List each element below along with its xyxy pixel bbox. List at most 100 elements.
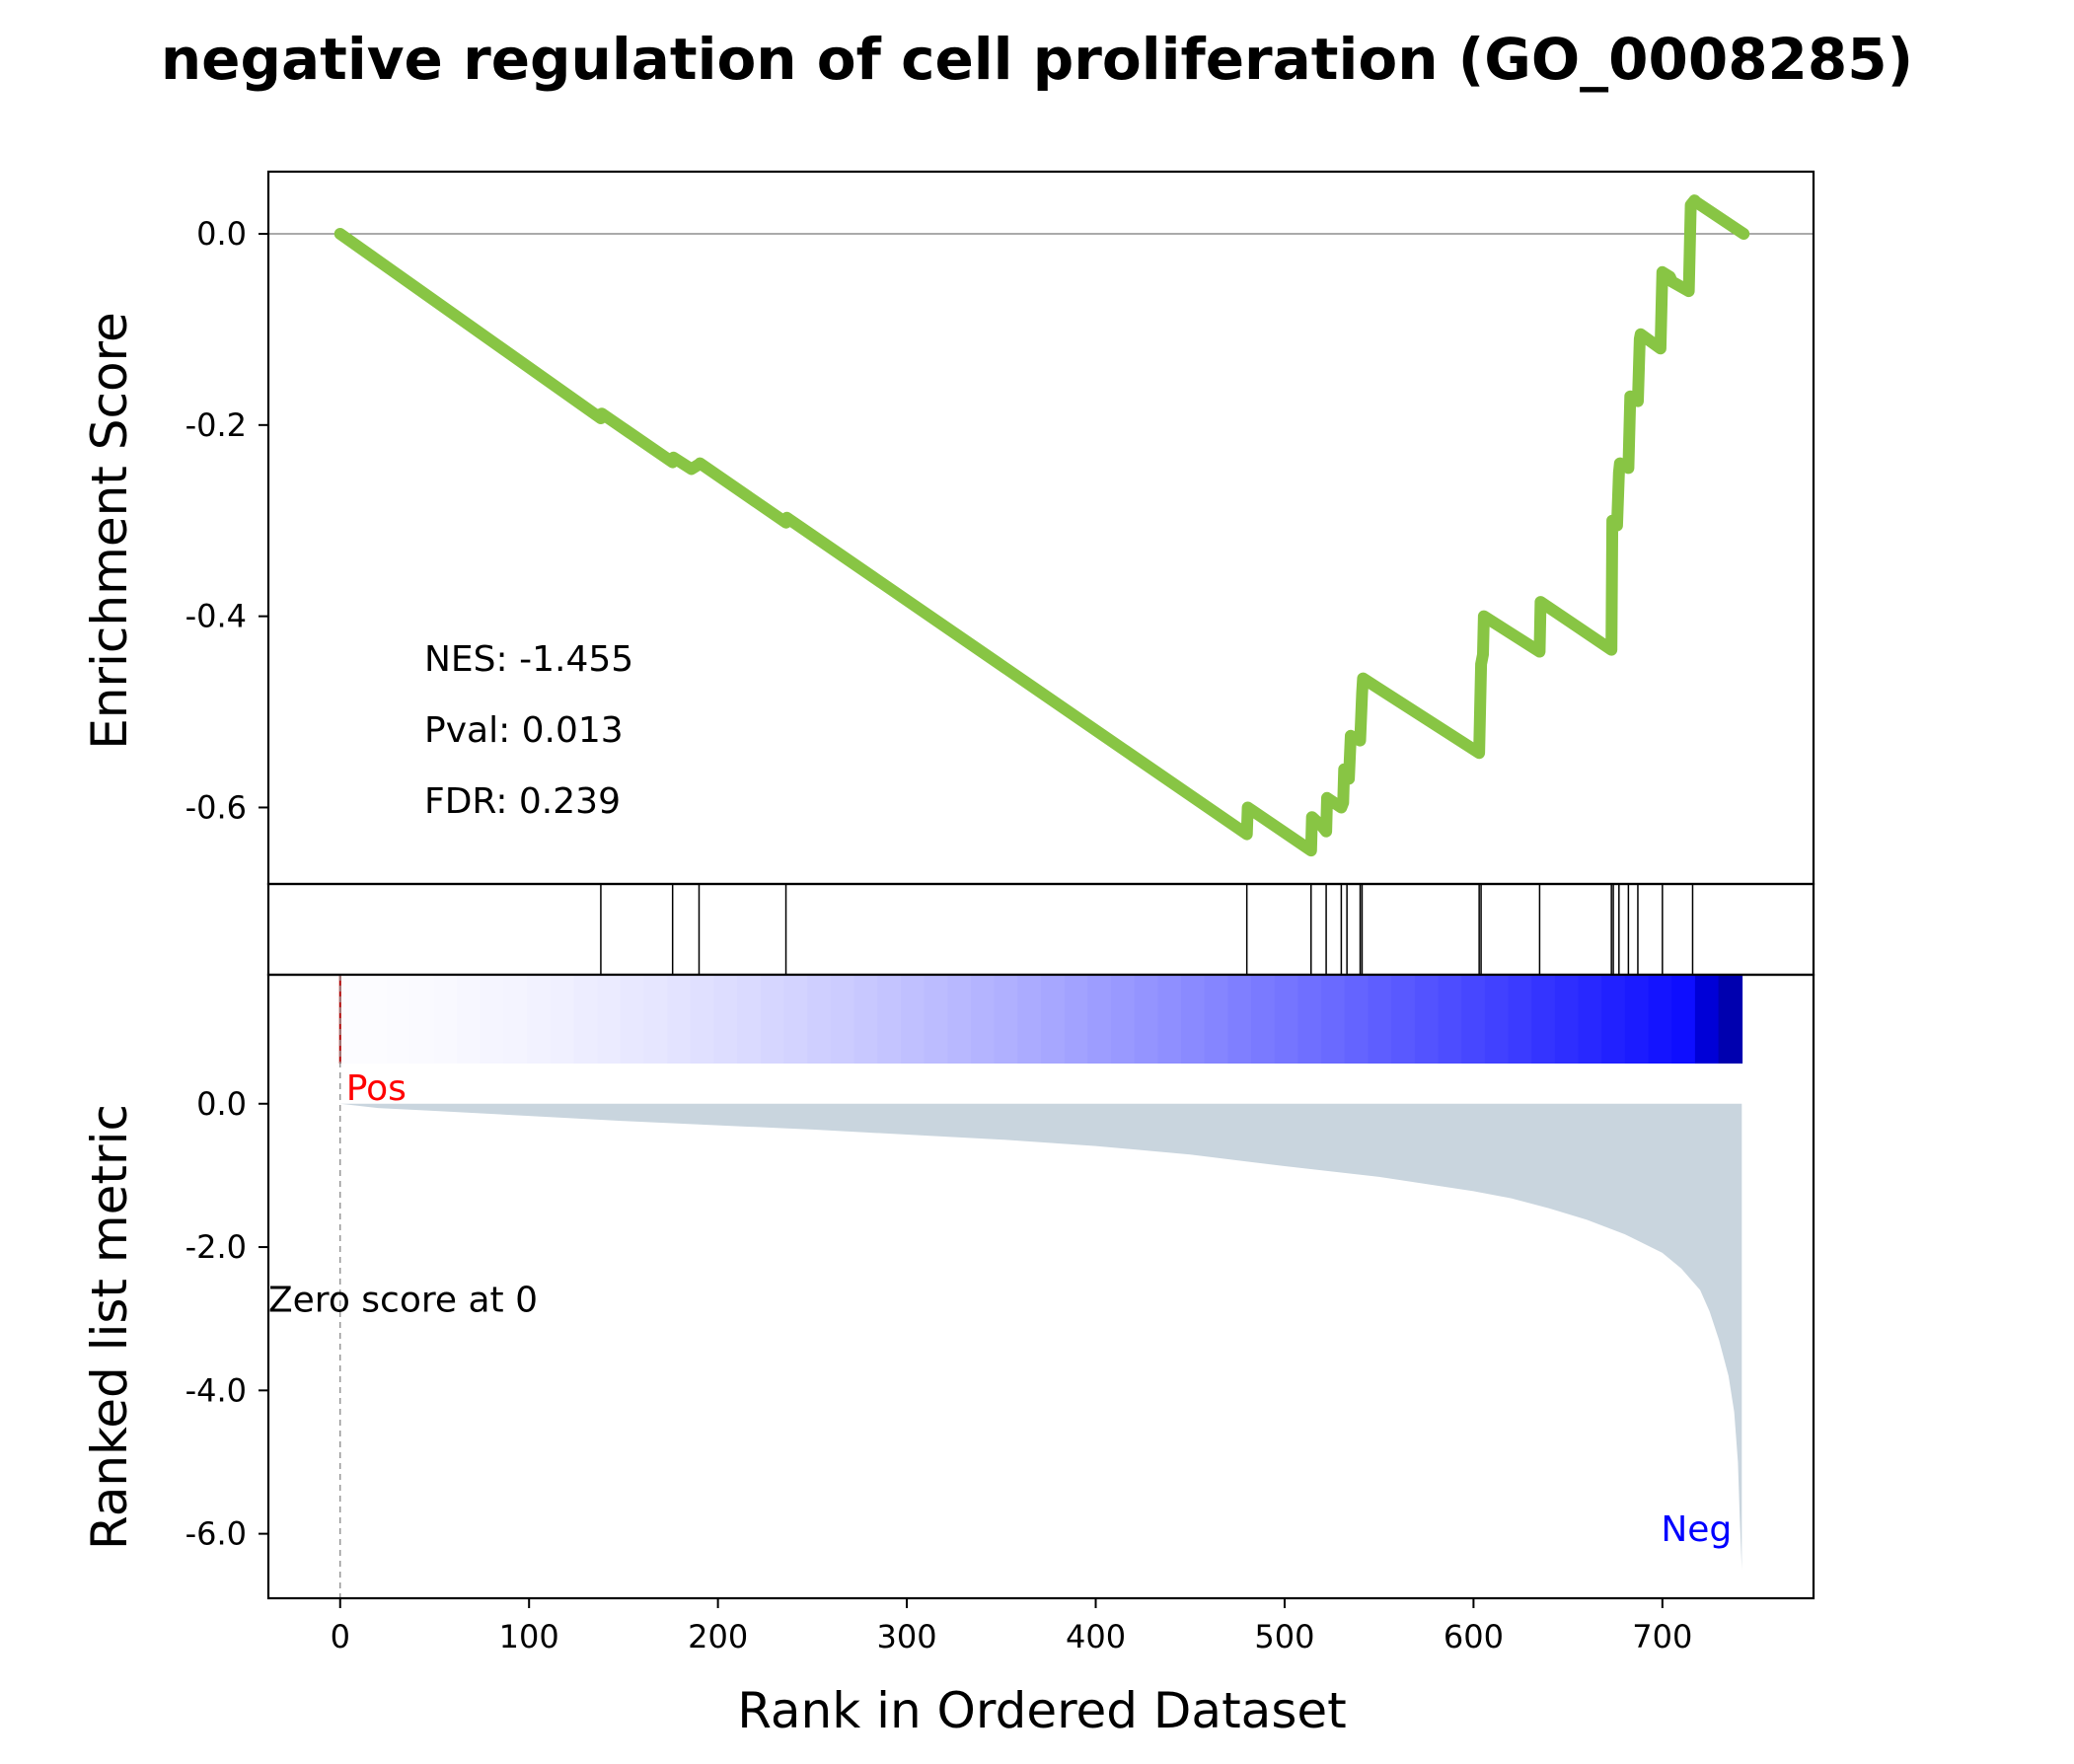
rank-color-strip bbox=[1134, 975, 1159, 1064]
rank-color-strip bbox=[1087, 975, 1112, 1064]
metric-panel-frame bbox=[266, 973, 1815, 1600]
rank-color-strip bbox=[597, 975, 622, 1064]
rank-color-strip bbox=[1321, 975, 1346, 1064]
rank-color-strip bbox=[760, 975, 785, 1064]
rank-color-strip bbox=[620, 975, 645, 1064]
x-axis-title: Rank in Ordered Dataset bbox=[737, 1682, 1346, 1739]
metric-y-tick-label: -4.0 bbox=[185, 1371, 247, 1409]
fdr-text: FDR: 0.239 bbox=[424, 781, 621, 822]
es-y-axis-title: Enrichment Score bbox=[81, 312, 138, 750]
pval-text: Pval: 0.013 bbox=[424, 710, 624, 751]
rank-color-strip bbox=[527, 975, 552, 1064]
pos-label: Pos bbox=[346, 1068, 407, 1109]
es-y-tick-label: 0.0 bbox=[196, 215, 247, 253]
rank-color-strip bbox=[409, 975, 435, 1064]
x-tick-label: 400 bbox=[1066, 1618, 1126, 1655]
x-tick-label: 0 bbox=[331, 1618, 350, 1655]
es-y-tick-label: -0.6 bbox=[185, 788, 247, 826]
chart-title: negative regulation of cell proliferatio… bbox=[161, 26, 1913, 93]
nes-text: NES: -1.455 bbox=[424, 639, 633, 680]
rank-color-strip bbox=[1064, 975, 1089, 1064]
rank-color-strip bbox=[1251, 975, 1276, 1064]
rank-color-strip bbox=[550, 975, 575, 1064]
x-tick-label: 100 bbox=[499, 1618, 559, 1655]
x-tick-label: 200 bbox=[688, 1618, 748, 1655]
rank-color-strip bbox=[573, 975, 598, 1064]
rank-color-strip bbox=[1111, 975, 1136, 1064]
rank-color-strip bbox=[1297, 975, 1322, 1064]
hits-panel-frame bbox=[266, 882, 1815, 977]
rank-color-strip bbox=[994, 975, 1019, 1064]
running-es-line bbox=[333, 194, 1750, 857]
metric-y-tick-label: -2.0 bbox=[185, 1228, 247, 1266]
metric-y-axis-title: Ranked list metric bbox=[81, 1104, 138, 1550]
rank-color-strip bbox=[1601, 975, 1626, 1064]
rank-color-bar bbox=[338, 975, 1743, 1064]
rank-color-strip bbox=[783, 975, 809, 1064]
rank-color-strip bbox=[1508, 975, 1532, 1064]
metric-y-axis: 0.0 -2.0 -4.0 -6.0 bbox=[185, 1085, 268, 1553]
rank-color-strip bbox=[1554, 975, 1580, 1064]
rank-color-strip bbox=[1157, 975, 1182, 1064]
rank-color-strip bbox=[830, 975, 855, 1064]
zero-score-label: Zero score at 0 bbox=[268, 1280, 538, 1320]
rank-color-strip bbox=[1648, 975, 1673, 1064]
ranked-metric-area bbox=[339, 1103, 1742, 1570]
rank-color-strip bbox=[971, 975, 996, 1064]
rank-color-strip bbox=[877, 975, 902, 1064]
rank-color-strip bbox=[1181, 975, 1206, 1064]
rank-color-strip bbox=[900, 975, 926, 1064]
rank-color-strip bbox=[1438, 975, 1462, 1064]
rank-color-strip bbox=[1718, 975, 1743, 1064]
rank-color-strip bbox=[387, 975, 411, 1064]
rank-color-strip bbox=[1274, 975, 1299, 1064]
x-axis: 0 100 200 300 400 500 600 700 bbox=[331, 1598, 1692, 1655]
rank-color-strip bbox=[690, 975, 715, 1064]
rank-color-strip bbox=[1624, 975, 1650, 1064]
es-y-tick-label: -0.2 bbox=[185, 406, 247, 444]
rank-color-strip bbox=[853, 975, 879, 1064]
rank-color-strip bbox=[1344, 975, 1370, 1064]
rank-color-strip bbox=[1694, 975, 1720, 1064]
rank-color-strip bbox=[1578, 975, 1602, 1064]
es-y-axis: 0.0 -0.2 -0.4 -0.6 bbox=[185, 215, 268, 826]
rank-color-strip bbox=[1041, 975, 1066, 1064]
metric-y-tick-label: -6.0 bbox=[185, 1515, 247, 1553]
rank-color-strip bbox=[480, 975, 505, 1064]
hit-lines bbox=[600, 884, 1694, 975]
x-tick-label: 700 bbox=[1632, 1618, 1692, 1655]
rank-color-strip bbox=[1671, 975, 1696, 1064]
x-tick-label: 500 bbox=[1254, 1618, 1314, 1655]
rank-color-strip bbox=[1461, 975, 1486, 1064]
rank-color-strip bbox=[363, 975, 388, 1064]
rank-color-strip bbox=[1414, 975, 1440, 1064]
rank-color-strip bbox=[457, 975, 481, 1064]
enrichment-panel: NES: -1.455 Pval: 0.013 FDR: 0.239 0.0 -0… bbox=[81, 170, 1815, 886]
rank-color-strip bbox=[433, 975, 458, 1064]
rank-color-strip bbox=[737, 975, 762, 1064]
rank-color-strip bbox=[503, 975, 528, 1064]
es-y-tick-label: -0.4 bbox=[185, 598, 247, 635]
hits-panel bbox=[266, 882, 1815, 977]
rank-color-strip bbox=[807, 975, 832, 1064]
rank-color-strip bbox=[1017, 975, 1042, 1064]
rank-color-strip bbox=[713, 975, 738, 1064]
rank-color-strip bbox=[667, 975, 692, 1064]
rank-color-strip bbox=[1484, 975, 1510, 1064]
rank-color-strip bbox=[1204, 975, 1229, 1064]
rank-color-strip bbox=[1391, 975, 1416, 1064]
x-tick-label: 300 bbox=[877, 1618, 937, 1655]
metric-panel: Pos Neg Zero score at 0 0.0-2.0-4.0-6.0 … bbox=[81, 973, 1815, 1739]
es-panel-frame bbox=[266, 170, 1815, 886]
rank-color-strip bbox=[1227, 975, 1252, 1064]
rank-color-strip bbox=[1531, 975, 1556, 1064]
neg-label: Neg bbox=[1661, 1509, 1732, 1550]
rank-color-strip bbox=[947, 975, 972, 1064]
rank-color-strip bbox=[339, 975, 365, 1064]
rank-color-strip bbox=[1368, 975, 1392, 1064]
rank-color-strip bbox=[924, 975, 949, 1064]
x-tick-label: 600 bbox=[1444, 1618, 1504, 1655]
rank-color-strip bbox=[643, 975, 668, 1064]
metric-y-tick-label: 0.0 bbox=[196, 1085, 247, 1123]
